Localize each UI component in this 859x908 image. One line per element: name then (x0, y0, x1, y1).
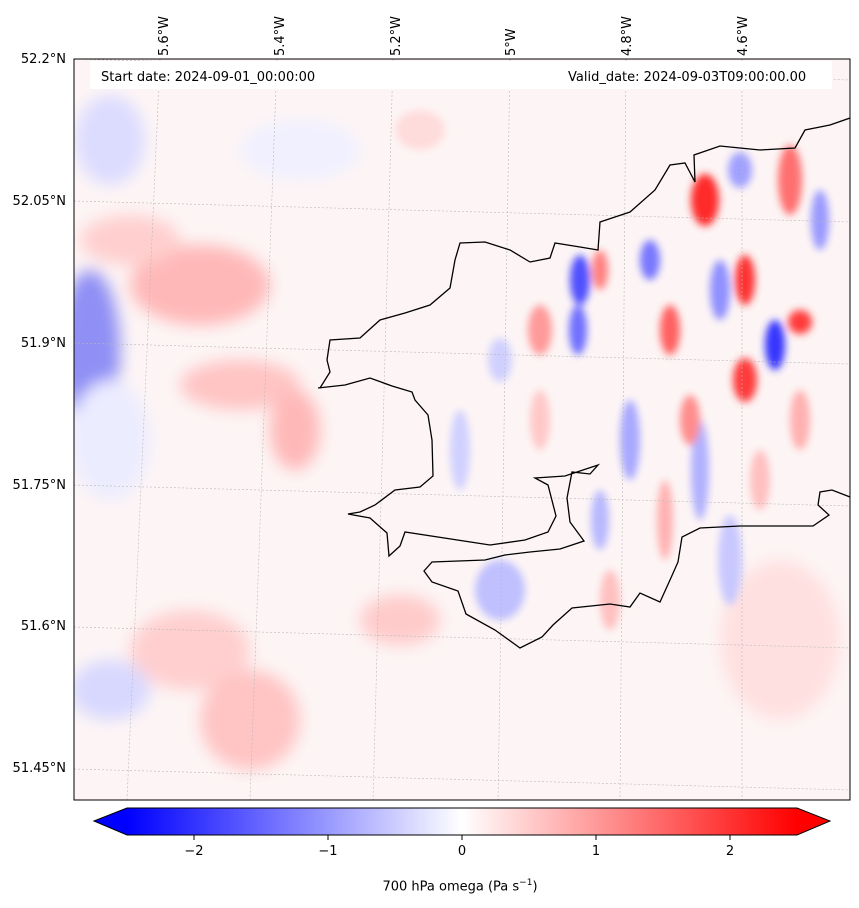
lon-tick-label: 5°W (504, 28, 519, 56)
lon-tick-label: 5.2°W (389, 15, 404, 56)
colorbar-title: 700 hPa omega (Pa s−1) (0, 878, 859, 894)
omega-field (74, 59, 850, 800)
colorbar-tick-label: 0 (457, 844, 467, 859)
colorbar-tick-label: −2 (184, 844, 204, 859)
lat-tick-label: 51.9°N (20, 336, 66, 351)
colorbar (92, 807, 832, 840)
lat-tick-label: 52.05°N (12, 194, 66, 209)
colorbar-min-extend (94, 808, 127, 835)
colorbar-title-main: 700 hPa omega (Pa s (382, 879, 520, 895)
colorbar-gradient (127, 808, 797, 835)
start-date-label: Start date: 2024-09-01_00:00:00 (101, 70, 316, 85)
lat-tick-label: 51.45°N (12, 761, 66, 776)
colorbar-outline (92, 807, 832, 836)
colorbar-title-exponent: −1 (519, 878, 533, 888)
colorbar-tick-label: 1 (591, 844, 601, 859)
colorbar-tick-label: −1 (318, 844, 338, 859)
lon-tick-label: 4.8°W (620, 15, 635, 56)
lat-tick-label: 51.6°N (20, 619, 66, 634)
lon-tick-label: 4.6°W (736, 15, 751, 56)
lat-tick-label: 52.2°N (20, 52, 66, 67)
colorbar-title-end: ) (532, 879, 538, 895)
valid-date-label: Valid_date: 2024-09-03T09:00:00.00 (568, 70, 807, 85)
coastline (317, 117, 850, 649)
lon-tick-label: 5.4°W (273, 15, 288, 56)
lat-tick-label: 51.75°N (12, 478, 66, 493)
colorbar-max-extend (797, 808, 830, 835)
colorbar-tick-label: 2 (725, 844, 735, 859)
lon-tick-label: 5.6°W (157, 15, 172, 56)
map-frame (73, 58, 851, 801)
